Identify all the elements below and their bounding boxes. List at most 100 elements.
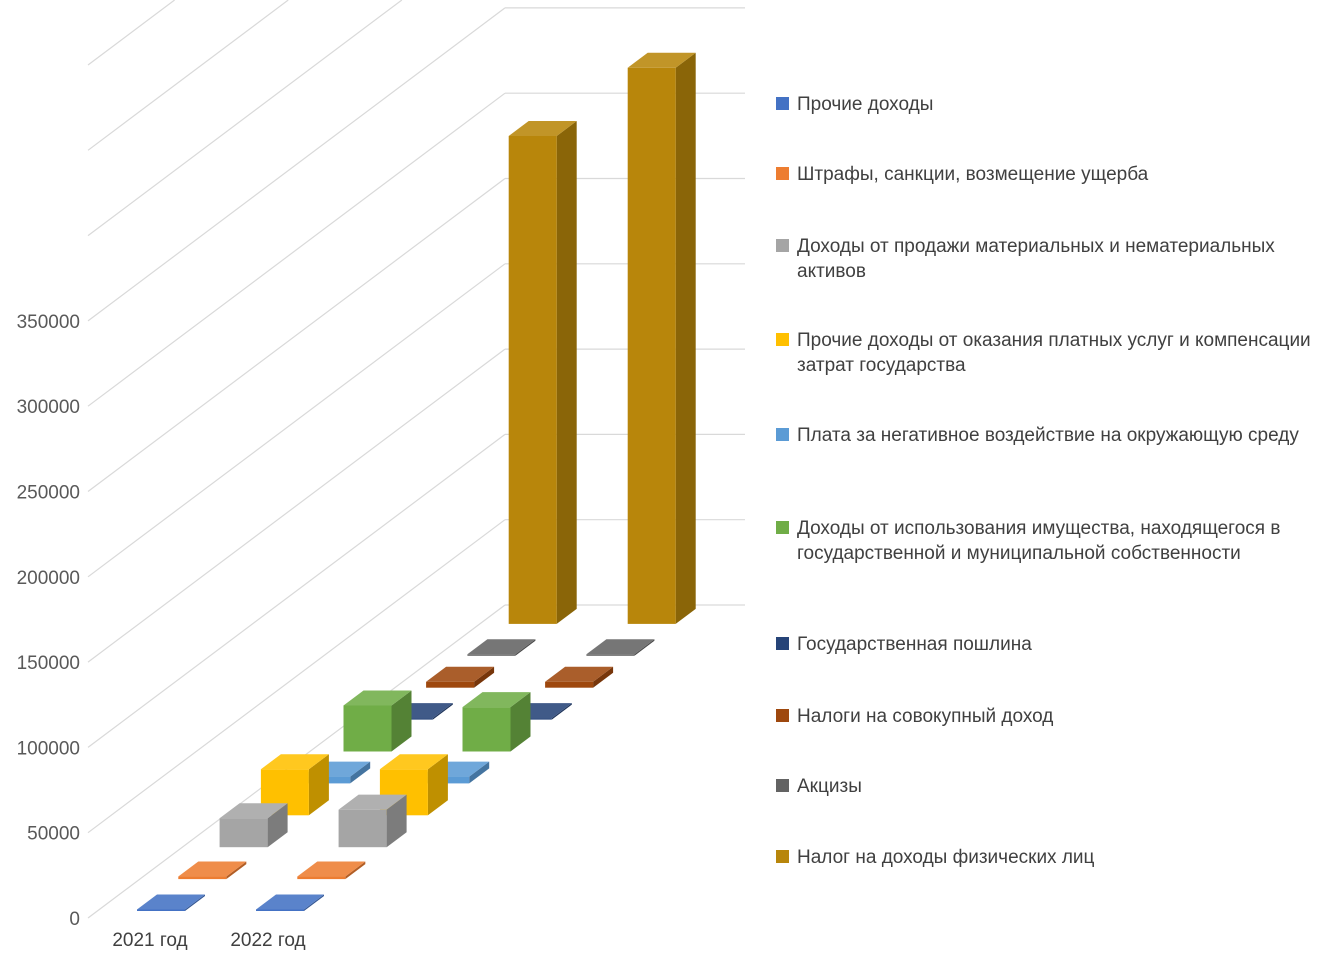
legend-swatch (776, 850, 789, 863)
y-tick-label: 250000 (17, 483, 80, 504)
bar-налог-на-доходы-физических-лиц-0 (508, 120, 577, 624)
bar-front (137, 909, 185, 911)
bar-front (426, 681, 475, 688)
legend-label: Налог на доходы физических лиц (797, 847, 1095, 868)
gridline (87, 0, 175, 66)
bar-доходы-от-использования-имущества-находящегося-в-государственной-и-муниципальной-собственности-0 (343, 690, 412, 752)
bar-прочие-доходы-1 (256, 894, 324, 911)
legend-swatch (776, 333, 789, 346)
bar-налоги-на-совокупный-доход-0 (426, 666, 495, 688)
bar-front (627, 67, 676, 624)
bar-front (219, 818, 268, 848)
gridline (87, 0, 403, 237)
legend-label: Штрафы, санкции, возмещение ущерба (797, 164, 1149, 185)
bar-side (345, 861, 366, 880)
legend-item: Государственная пошлина (776, 632, 1317, 657)
bar-top (462, 692, 531, 708)
bar-front (343, 705, 392, 752)
bar-top (219, 803, 288, 819)
y-tick-label: 0 (69, 909, 80, 930)
legend-item: Прочие доходы от оказания платных услуг … (776, 328, 1317, 378)
bar-акцизы-0 (467, 639, 536, 656)
legend-item: Доходы от использования имущества, наход… (776, 516, 1317, 566)
bar-side (304, 894, 324, 911)
bar-штрафы-санкции-возмещение-ущерба-0 (178, 861, 247, 880)
bar-side (432, 703, 453, 720)
bar-top (467, 639, 536, 655)
gridline (87, 348, 506, 663)
bar-налоги-на-совокупный-доход-1 (545, 666, 614, 688)
legend-item: Штрафы, санкции, возмещение ущерба (776, 162, 1317, 187)
legend-item: Доходы от продажи материальных и нематер… (776, 234, 1317, 284)
legend-label: Плата за негативное воздействие на окруж… (797, 425, 1299, 446)
bar-front (545, 681, 594, 688)
bar-side (551, 703, 572, 720)
bar-доходы-от-использования-имущества-находящегося-в-государственной-и-муниципальной-собственности-1 (462, 692, 531, 752)
bar-top (627, 52, 696, 68)
bar-front (256, 909, 304, 911)
bar-side (474, 666, 495, 688)
legend-label: Доходы от использования имущества, наход… (797, 518, 1281, 564)
y-tick-label: 200000 (17, 568, 80, 589)
bar-side (308, 754, 329, 816)
bar-front (178, 876, 227, 880)
bar-side (556, 120, 577, 624)
bar-top (379, 754, 448, 770)
bar-top (586, 639, 655, 655)
gridline (87, 178, 506, 492)
bar-штрафы-санкции-возмещение-ущерба-1 (297, 861, 366, 880)
bar-side (386, 794, 407, 848)
legend-item: Плата за негативное воздействие на окруж… (776, 423, 1317, 448)
x-axis-categories: 2021 год 2022 год (112, 930, 305, 951)
gridline (87, 7, 506, 322)
bar-top (508, 120, 577, 136)
y-tick-label: 150000 (17, 653, 80, 674)
legend-label: Государственная пошлина (797, 634, 1032, 655)
bar-side (350, 761, 371, 784)
bar-side (515, 639, 536, 656)
legend-label: Акцизы (797, 776, 862, 797)
bar-top (297, 861, 366, 877)
legend-item: Налоги на совокупный доход (776, 704, 1317, 729)
bar-side (226, 861, 247, 880)
bar-top (137, 894, 205, 910)
legend-swatch (776, 97, 789, 110)
bar-top (338, 794, 407, 810)
bar-front (586, 654, 635, 656)
bar-front (467, 654, 516, 656)
bar-прочие-доходы-0 (137, 894, 205, 911)
bar-top (426, 666, 495, 682)
y-tick-label: 300000 (17, 397, 80, 418)
legend-swatch (776, 239, 789, 252)
x-category-label: 2021 год (112, 930, 187, 951)
legend-label: Доходы от продажи материальных и нематер… (797, 236, 1275, 282)
gridline (87, 263, 506, 578)
bar-top (260, 754, 329, 770)
y-tick-label: 50000 (27, 824, 80, 845)
bar-top (545, 666, 614, 682)
bar-side (593, 666, 614, 688)
bar-доходы-от-продажи-материальных-и-нематериальных-активов-0 (219, 803, 288, 848)
legend-swatch (776, 637, 789, 650)
bar-top (256, 894, 324, 910)
bar-side (634, 639, 655, 656)
bar-side (267, 803, 288, 848)
bar-side (427, 754, 448, 816)
legend-swatch (776, 709, 789, 722)
y-tick-label: 350000 (17, 312, 80, 333)
bar-доходы-от-продажи-материальных-и-нематериальных-активов-1 (338, 794, 407, 848)
bar-front (338, 809, 387, 848)
legend: Прочие доходы Штрафы, санкции, возмещение… (776, 0, 1326, 954)
bar-прочие-доходы-от-оказания-платных-услуг-и-компенсации-затрат-государства-1 (379, 754, 448, 816)
bar-top (343, 690, 412, 706)
bar-налог-на-доходы-физических-лиц-1 (627, 52, 696, 624)
bar-side (391, 690, 412, 752)
legend-label: Прочие доходы (797, 94, 934, 115)
legend-label: Налоги на совокупный доход (797, 706, 1054, 727)
legend-swatch (776, 428, 789, 441)
gridline (87, 92, 506, 407)
gridline (87, 433, 506, 748)
gridline (87, 519, 506, 834)
bar-front (508, 135, 557, 624)
